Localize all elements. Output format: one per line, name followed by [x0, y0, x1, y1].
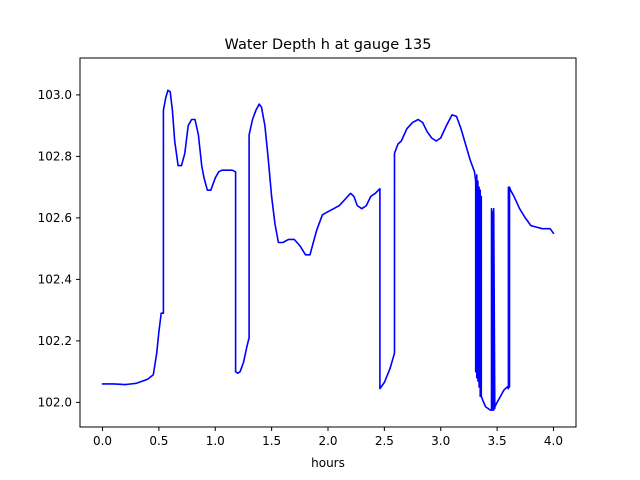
x-axis-ticks: 0.0 0.5 1.0 1.5 2.0 2.5 3.0 3.5 4.0 [93, 427, 563, 448]
y-axis-ticks: 102.0 102.2 102.4 102.6 102.8 103.0 [38, 88, 80, 409]
x-tick-label: 0.5 [149, 434, 168, 448]
chart-title: Water Depth h at gauge 135 [225, 37, 432, 53]
plot-area [101, 89, 555, 411]
y-tick-label: 102.8 [38, 149, 72, 163]
y-tick-label: 102.4 [38, 272, 72, 286]
x-tick-label: 1.5 [262, 434, 281, 448]
x-tick-label: 0.0 [93, 434, 112, 448]
x-tick-label: 3.0 [431, 434, 450, 448]
x-tick-label: 4.0 [544, 434, 563, 448]
y-tick-label: 102.2 [38, 334, 72, 348]
y-tick-label: 103.0 [38, 88, 72, 102]
y-tick-label: 102.0 [38, 395, 72, 409]
x-axis-label: hours [311, 456, 345, 470]
series-line [101, 89, 555, 411]
x-tick-label: 3.5 [488, 434, 507, 448]
x-tick-label: 2.0 [318, 434, 337, 448]
x-tick-label: 2.5 [375, 434, 394, 448]
y-tick-label: 102.6 [38, 211, 72, 225]
x-tick-label: 1.0 [206, 434, 225, 448]
